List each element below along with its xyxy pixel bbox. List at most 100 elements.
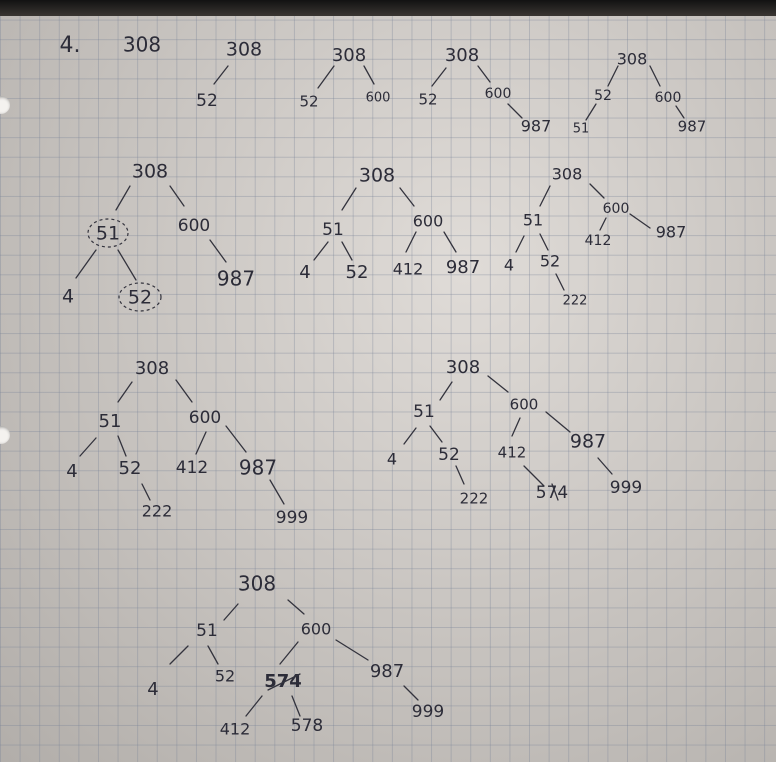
edge-52-222 — [455, 465, 465, 485]
edge-51-4 — [515, 235, 525, 253]
tree-node-4: 4 — [387, 450, 397, 469]
tree-node-308: 308 — [226, 39, 262, 61]
edge-308-600 — [287, 599, 305, 615]
tree-node-999: 999 — [276, 508, 308, 528]
tree-node-600: 600 — [366, 91, 391, 106]
tree-node-308: 308 — [617, 50, 648, 69]
tree-node-412: 412 — [393, 260, 424, 279]
edge-51-4 — [313, 241, 329, 261]
edge-600-987 — [225, 425, 247, 453]
tree-node-51: 51 — [413, 402, 435, 422]
tree-node-4: 4 — [62, 286, 74, 308]
edge-308-600 — [363, 65, 375, 85]
edge-600-412 — [511, 417, 521, 437]
edge-308-51 — [439, 381, 453, 401]
tree-step-2: 308 52 600 — [299, 45, 390, 111]
tree-node-51: 51 — [196, 621, 218, 641]
edge-308-51 — [539, 185, 551, 207]
edge-308-600 — [477, 65, 491, 83]
overwrite-stroke-574 — [267, 673, 301, 691]
tree-node-51: 51 — [523, 211, 543, 230]
edge-412-574 — [523, 465, 545, 487]
tree-step-10: 308 51 4 52 600 574 412 578 987 999 — [147, 572, 444, 739]
tree-node-308: 308 — [135, 358, 169, 379]
tree-node-52: 52 — [128, 287, 152, 309]
tree-node-52: 52 — [196, 91, 218, 111]
edge-600-987 — [675, 105, 685, 119]
tree-node-52: 52 — [438, 445, 460, 465]
tree-node-52: 52 — [594, 88, 612, 104]
edge-51-52 — [539, 233, 549, 251]
edge-52-222 — [141, 483, 151, 501]
edge-600-987 — [629, 213, 651, 229]
edge-51-4 — [75, 249, 97, 279]
tree-step-6: 308 51 4 52 600 412 987 — [299, 165, 480, 284]
tree-node-600: 600 — [189, 408, 221, 428]
tree-node-600: 600 — [655, 90, 682, 106]
tree-node-987: 987 — [370, 661, 404, 682]
tree-step-5: 308 51 4 52 600 987 — [62, 161, 255, 312]
tree-node-51: 51 — [96, 223, 120, 245]
edge-600-987 — [335, 639, 369, 661]
edge-574-412 — [245, 695, 263, 717]
edge-600-987 — [443, 231, 457, 253]
tree-node-600: 600 — [301, 620, 332, 639]
tree-node-412: 412 — [220, 720, 251, 739]
edge-600-574 — [279, 641, 299, 665]
tree-node-308: 308 — [445, 45, 479, 66]
tree-node-52: 52 — [346, 262, 369, 283]
tree-node-574: 574 — [536, 483, 568, 503]
tree-node-4: 4 — [299, 262, 310, 283]
tree-node-987: 987 — [521, 117, 552, 136]
tree-node-412: 412 — [585, 233, 612, 249]
tree-node-999: 999 — [610, 478, 642, 498]
tree-step-3: 308 52 600 987 — [418, 45, 551, 136]
edge-987-999 — [269, 479, 285, 505]
edge-600-412 — [599, 217, 607, 231]
tree-step-9: 308 51 4 52 222 600 412 574 987 999 — [387, 357, 642, 508]
tree-node-51: 51 — [99, 411, 122, 432]
tree-node-987: 987 — [656, 223, 687, 242]
tree-node-600: 600 — [485, 86, 512, 102]
tree-node-308: 308 — [238, 572, 276, 596]
edge-600-987 — [507, 103, 523, 119]
edge-51-52 — [117, 435, 127, 457]
highlight-ring-51 — [87, 218, 129, 248]
edge-52-222 — [555, 273, 565, 291]
tree-node-308: 308 — [332, 45, 366, 66]
edge-987-999 — [597, 457, 613, 475]
tree-node-52: 52 — [215, 667, 235, 686]
tree-node-222: 222 — [563, 294, 588, 309]
edge-308-51 — [341, 187, 357, 211]
edge-574-578 — [291, 695, 301, 717]
tree-node-999: 999 — [412, 702, 444, 722]
tree-node-52: 52 — [418, 91, 437, 109]
tree-step-8: 308 51 4 52 222 600 412 987 999 — [66, 358, 308, 528]
tree-node-4: 4 — [147, 679, 158, 700]
tree-node-987: 987 — [239, 456, 277, 480]
tree-node-222: 222 — [142, 502, 173, 521]
tree-node-51: 51 — [322, 220, 344, 240]
tree-node-987: 987 — [570, 431, 606, 453]
edge-52-51 — [585, 103, 597, 121]
first-insert-value: 308 — [123, 33, 161, 57]
tree-node-412: 412 — [176, 458, 208, 478]
edge-51-52 — [341, 241, 353, 261]
exercise-label: 4. — [60, 33, 81, 58]
tree-node-987: 987 — [446, 257, 480, 278]
edge-600-412 — [195, 431, 207, 455]
edge-51-4 — [79, 437, 97, 457]
edge-308-600 — [169, 185, 185, 207]
tree-node-51: 51 — [573, 122, 590, 137]
edge-51-52 — [429, 425, 443, 443]
edge-308-52 — [431, 67, 447, 87]
edge-308-600 — [175, 379, 193, 403]
edge-308-600 — [487, 375, 509, 393]
edge-600-412 — [405, 231, 417, 253]
tree-node-52: 52 — [540, 252, 560, 271]
edge-51-52 — [207, 645, 219, 665]
edge-51-4 — [403, 427, 417, 445]
tree-node-52: 52 — [299, 93, 318, 111]
edge-308-52 — [213, 65, 229, 85]
